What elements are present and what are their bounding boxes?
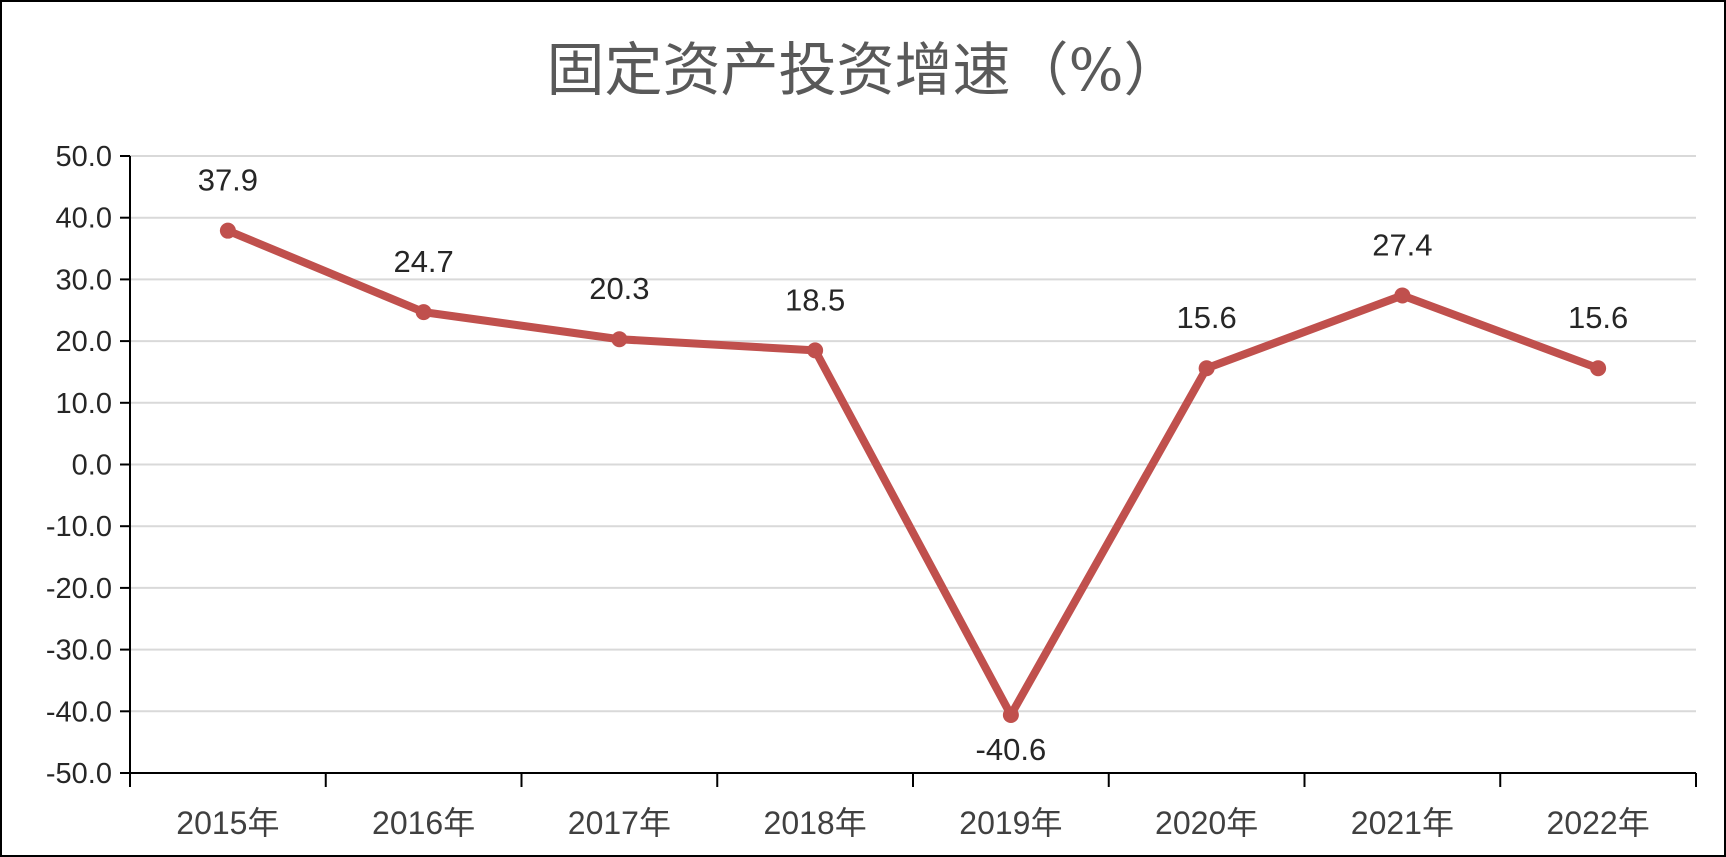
y-tick-label: 30.0 <box>56 264 112 296</box>
series-layer <box>219 222 1607 724</box>
y-tick-label: -20.0 <box>46 573 112 605</box>
y-axis-tick-labels: 50.0 40.0 30.0 20.0 10.0 0.0 -10.0 -20.0 -30.0 -4… <box>46 141 112 790</box>
data-label: 27.4 <box>1372 227 1432 262</box>
y-tick-label: -40.0 <box>46 696 112 728</box>
y-tick-label: 50.0 <box>56 141 112 173</box>
y-tick-label: -30.0 <box>46 635 112 667</box>
data-point-marker <box>807 342 824 359</box>
x-tick-label: 2019年 <box>959 805 1062 841</box>
x-tick-label: 2022年 <box>1547 805 1650 841</box>
data-labels: 37.9 24.7 20.3 18.5 -40.6 15.6 27.4 15.6 <box>198 163 1629 767</box>
y-tick-label: 10.0 <box>56 388 112 420</box>
data-point-marker <box>1198 360 1215 377</box>
data-point-marker <box>415 304 432 321</box>
data-label: -40.6 <box>976 732 1047 767</box>
data-point-marker <box>611 331 628 348</box>
data-label: 15.6 <box>1176 300 1236 335</box>
series-line <box>223 226 1603 720</box>
x-tick-label: 2021年 <box>1351 805 1454 841</box>
data-label: 37.9 <box>198 163 258 198</box>
data-point-marker <box>1002 707 1019 724</box>
y-tick-label: 40.0 <box>56 203 112 235</box>
x-tick-label: 2015年 <box>176 805 279 841</box>
y-tick-label: -10.0 <box>46 511 112 543</box>
gridlines <box>130 155 1696 713</box>
y-tick-label: -50.0 <box>46 758 112 790</box>
y-tick-label: 20.0 <box>56 326 112 358</box>
data-point-marker <box>219 222 236 239</box>
x-axis-tick-labels: 2015年 2016年 2017年 2018年 2019年 2020年 2021年 2022年 <box>176 805 1649 841</box>
data-label: 18.5 <box>785 282 845 317</box>
y-tick-label: 0.0 <box>72 450 112 482</box>
axes <box>120 155 1697 787</box>
data-point-marker <box>1590 360 1607 377</box>
x-tick-label: 2017年 <box>568 805 671 841</box>
x-tick-label: 2018年 <box>764 805 867 841</box>
data-label: 20.3 <box>589 271 649 306</box>
chart-title: 固定资产投资增速（%） <box>546 36 1181 104</box>
data-point-marker <box>1394 287 1411 304</box>
data-label: 15.6 <box>1568 300 1628 335</box>
x-tick-label: 2016年 <box>372 805 475 841</box>
x-tick-label: 2020年 <box>1155 805 1258 841</box>
data-label: 24.7 <box>393 244 453 279</box>
